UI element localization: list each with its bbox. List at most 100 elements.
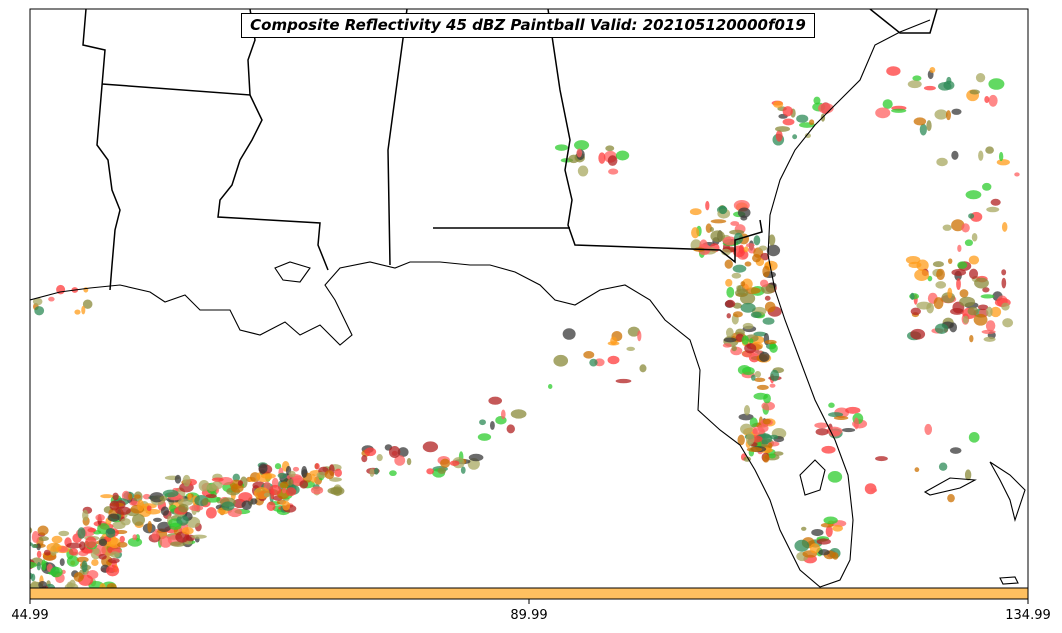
state-borders — [82, 9, 938, 291]
reflectivity-blob — [983, 336, 996, 342]
reflectivity-blob — [752, 427, 758, 435]
reflectivity-blob — [969, 334, 974, 343]
reflectivity-blob — [488, 396, 503, 405]
reflectivity-blob — [761, 401, 775, 411]
reflectivity-blob — [263, 492, 271, 498]
reflectivity-blob — [137, 499, 145, 512]
reflectivity-blob — [4, 578, 19, 582]
reflectivity-blob — [827, 471, 843, 483]
reflectivity-blob — [907, 80, 922, 89]
reflectivity-blob — [749, 338, 754, 345]
reflectivity-blob — [740, 281, 746, 287]
reflectivity-blob — [967, 306, 979, 316]
reflectivity-blob — [766, 244, 781, 257]
reflectivity-blob — [30, 561, 37, 569]
reflectivity-blob — [0, 554, 8, 560]
reflectivity-blob — [752, 253, 762, 263]
reflectivity-blob — [919, 123, 927, 136]
reflectivity-blob — [449, 460, 460, 466]
reflectivity-blob — [85, 536, 97, 549]
reflectivity-blob — [14, 561, 19, 566]
reflectivity-blob — [626, 346, 636, 351]
reflectivity-blob — [825, 525, 833, 538]
reflectivity-blob — [110, 551, 120, 558]
reflectivity-blob — [6, 587, 21, 591]
reflectivity-blob — [7, 567, 12, 577]
reflectivity-blob — [605, 145, 615, 152]
reflectivity-blob — [373, 467, 379, 475]
reflectivity-blob — [801, 526, 807, 531]
reflectivity-blob — [828, 402, 835, 408]
reflectivity-blob — [577, 165, 589, 177]
reflectivity-blob — [886, 66, 901, 76]
reflectivity-blob — [725, 299, 736, 308]
reflectivity-blob — [833, 415, 849, 421]
reflectivity-blob — [4, 569, 10, 580]
reflectivity-blob — [975, 73, 986, 83]
reflectivity-blob — [159, 495, 168, 502]
reflectivity-blob — [910, 307, 921, 316]
reflectivity-blob — [875, 107, 891, 119]
reflectivity-blob — [796, 114, 809, 123]
reflectivity-blob — [178, 503, 189, 513]
reflectivity-blob — [112, 492, 119, 501]
reflectivity-blob — [43, 549, 51, 556]
reflectivity-blob — [745, 432, 755, 445]
reflectivity-blob — [962, 315, 969, 324]
reflectivity-blob — [826, 426, 843, 436]
reflectivity-blob — [34, 306, 45, 316]
reflectivity-blob — [327, 487, 342, 495]
reflectivity-blob — [951, 108, 962, 115]
reflectivity-blob — [128, 493, 133, 501]
reflectivity-blob — [406, 457, 412, 466]
reflectivity-blob — [292, 466, 300, 472]
reflectivity-blob — [30, 572, 34, 580]
reflectivity-blob — [986, 206, 1000, 213]
colorbar — [29, 587, 1029, 600]
reflectivity-blob — [510, 409, 527, 419]
reflectivity-blob — [964, 469, 972, 481]
reflectivity-blob — [132, 513, 146, 526]
reflectivity-blob — [394, 455, 406, 466]
reflectivity-blob — [959, 289, 969, 298]
reflectivity-blob — [501, 409, 506, 420]
reflectivity-blob — [762, 265, 770, 278]
reflectivity-blob — [689, 208, 702, 216]
colorbar-tick-label-mid: 89.99 — [510, 608, 548, 623]
reflectivity-blob — [775, 126, 791, 132]
reflectivity-blob — [910, 292, 915, 300]
reflectivity-blob — [31, 544, 38, 549]
reflectivity-blob — [310, 473, 317, 483]
reflectivity-blob — [107, 558, 120, 564]
reflectivity-blob — [607, 355, 620, 365]
reflectivity-blob — [121, 490, 131, 501]
reflectivity-blob — [38, 580, 47, 588]
reflectivity-blob — [764, 295, 771, 301]
reflectivity-blob — [971, 232, 978, 242]
reflectivity-blob — [13, 569, 19, 577]
reflectivity-blob — [16, 534, 27, 543]
reflectivity-blob — [21, 532, 28, 539]
reflectivity-blob — [740, 215, 748, 221]
reflectivity-blob — [749, 417, 758, 428]
reflectivity-blob — [187, 493, 192, 501]
reflectivity-blob — [949, 447, 962, 454]
reflectivity-blob — [573, 140, 590, 151]
reflectivity-blob — [38, 536, 49, 542]
reflectivity-blob — [832, 552, 839, 560]
reflectivity-blob — [705, 200, 710, 211]
reflectivity-blob — [440, 458, 451, 468]
reflectivity-blob — [0, 572, 10, 578]
reflectivity-blob — [314, 462, 320, 470]
reflectivity-blob — [726, 313, 731, 319]
reflectivity-blob — [389, 470, 397, 477]
reflectivity-blob — [615, 378, 632, 384]
reflectivity-blob — [279, 481, 290, 489]
reflectivity-blob — [981, 329, 996, 334]
reflectivity-blob — [731, 272, 742, 279]
reflectivity-blob — [489, 420, 495, 430]
reflectivity-blob — [738, 413, 754, 421]
reflectivity-blob — [745, 243, 755, 248]
reflectivity-blob — [769, 434, 779, 440]
